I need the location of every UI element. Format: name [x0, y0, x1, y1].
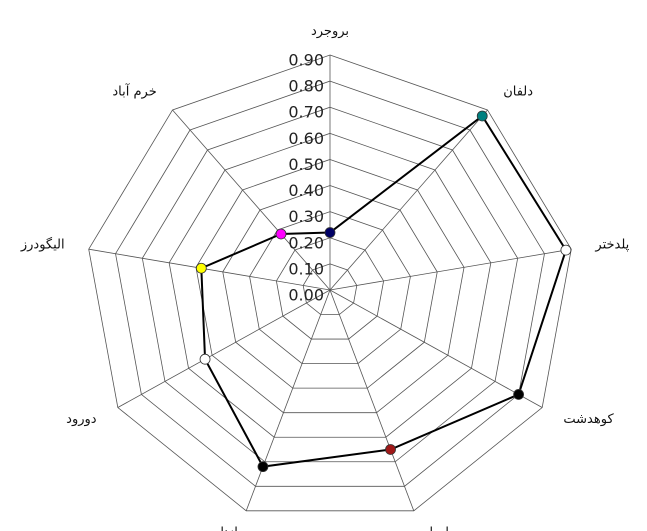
- category-label: بروجرد: [311, 24, 349, 39]
- grid-ring: [302, 263, 358, 315]
- category-label: سلسله: [422, 525, 460, 531]
- axis-spoke: [329, 248, 572, 291]
- category-label: پلدختر: [594, 238, 629, 253]
- tick-label: 0.60: [288, 129, 324, 148]
- data-point: [476, 110, 488, 122]
- data-point: [385, 444, 396, 455]
- axis-spoke: [88, 248, 331, 291]
- grid-ring: [195, 159, 465, 414]
- data-point: [199, 353, 211, 365]
- grid-ring: [115, 80, 545, 487]
- axis-spoke: [329, 289, 415, 511]
- axis-spoke: [245, 289, 331, 511]
- data-point: [513, 389, 525, 400]
- data-point: [324, 227, 336, 238]
- tick-label: 0.80: [288, 77, 324, 96]
- category-label: دلفان: [503, 84, 533, 99]
- tick-label: 0.30: [288, 207, 324, 226]
- category-label: خرم آباد: [112, 82, 156, 99]
- tick-label: 0.50: [288, 155, 324, 174]
- data-point: [257, 461, 269, 473]
- tick-label: 0.00: [288, 286, 324, 305]
- tick-label: 0.70: [288, 103, 324, 122]
- grid-ring: [168, 132, 492, 438]
- grid-ring: [88, 54, 572, 512]
- category-label: ازنا: [220, 525, 237, 531]
- data-point: [195, 262, 207, 274]
- grid-ring: [141, 106, 519, 463]
- axis-spoke: [117, 289, 331, 408]
- tick-label: 0.10: [288, 259, 324, 278]
- category-label: دورود: [66, 412, 97, 427]
- tick-label: 0.40: [288, 181, 324, 200]
- grid-ring: [222, 185, 438, 389]
- axis-spoke: [329, 109, 488, 291]
- series-line: [200, 114, 568, 468]
- axis-spoke: [172, 109, 331, 291]
- tick-label: 0.90: [288, 51, 324, 70]
- tick-label: 0.20: [288, 233, 324, 252]
- category-label: الیگودرز: [20, 237, 65, 253]
- category-label: کوهدشت: [563, 412, 614, 427]
- axis-spoke: [329, 289, 543, 408]
- data-point: [275, 228, 287, 240]
- grid-ring: [249, 211, 411, 365]
- data-point: [560, 244, 572, 256]
- grid-ring: [275, 237, 385, 340]
